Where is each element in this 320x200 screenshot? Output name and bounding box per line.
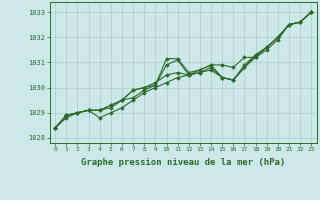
X-axis label: Graphe pression niveau de la mer (hPa): Graphe pression niveau de la mer (hPa) (81, 158, 285, 167)
